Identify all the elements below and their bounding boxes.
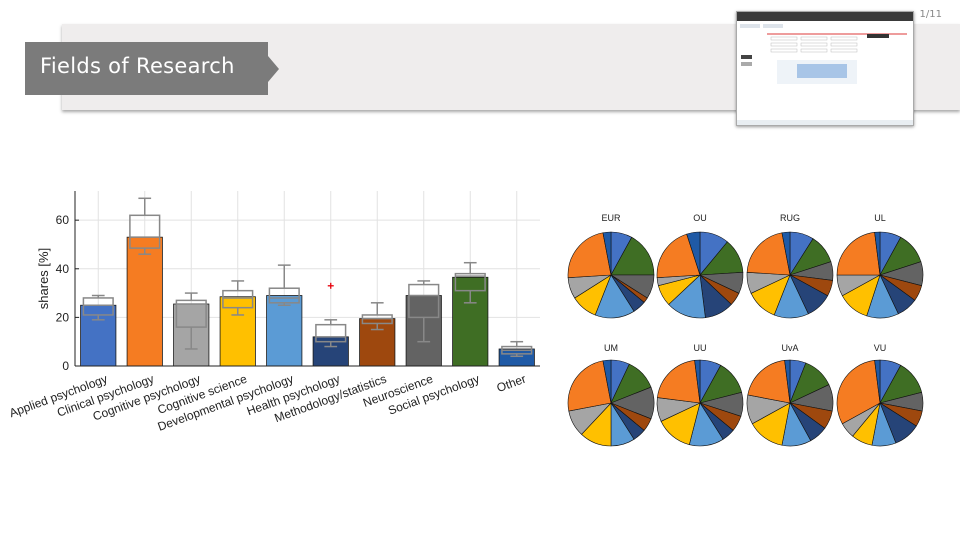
- boxplot: [408, 280, 440, 343]
- pie-title: UU: [694, 343, 707, 353]
- boxplot: [82, 294, 114, 321]
- pie-slice: [602, 359, 612, 404]
- pie-slice: [686, 231, 701, 276]
- y-tick-label: 0: [62, 359, 69, 373]
- pie-slice: [747, 360, 791, 404]
- pie-uu: UU: [656, 343, 744, 447]
- pie-vu: VU: [836, 343, 924, 447]
- box: [222, 289, 254, 309]
- box: [129, 214, 161, 249]
- bar: [126, 236, 163, 367]
- thumbnail-content: [737, 24, 913, 125]
- y-tick-label: 40: [56, 262, 70, 276]
- pie-slice: [610, 236, 655, 276]
- pie-title: RUG: [780, 213, 800, 223]
- pie-ou: OU: [656, 213, 744, 319]
- y-axis-label: shares [%]: [36, 248, 51, 309]
- pie-slice: [874, 359, 881, 404]
- pie-title: VU: [874, 343, 887, 353]
- pie-slice: [746, 232, 791, 276]
- pie-slice: [784, 359, 791, 404]
- pie-slice: [567, 360, 612, 412]
- boxplot: [175, 292, 207, 350]
- box: [82, 297, 114, 316]
- pie-title: OU: [693, 213, 707, 223]
- pie-slice: [694, 359, 701, 404]
- pie-slice: [781, 231, 791, 276]
- title-tab: [25, 42, 268, 95]
- y-tick-label: 20: [56, 310, 70, 324]
- boxplot: [222, 280, 254, 316]
- box: [268, 287, 300, 304]
- pie-rug: RUG: [746, 213, 834, 319]
- boxplot: [129, 197, 161, 255]
- pie-eur: EUR: [567, 213, 655, 319]
- pie-title: EUR: [601, 213, 621, 223]
- y-tick-label: 60: [56, 213, 70, 227]
- box: [408, 283, 440, 319]
- page-number: 1/11: [919, 9, 942, 20]
- pie-slice: [836, 360, 881, 425]
- pie-uva: UvA: [746, 343, 834, 447]
- boxplot: [361, 302, 393, 331]
- box: [175, 299, 207, 328]
- pie-title: UvA: [781, 343, 798, 353]
- title-tab-arrow: [268, 56, 279, 82]
- pie-slice: [874, 231, 881, 276]
- boxplot: [501, 340, 533, 358]
- box: [315, 323, 347, 343]
- pie-slice: [602, 231, 612, 276]
- bar: [266, 295, 303, 367]
- boxplot: [268, 264, 300, 306]
- pie-slice: [836, 232, 881, 276]
- pie-title: UM: [604, 343, 618, 353]
- box: [454, 272, 486, 292]
- boxplot: [454, 261, 486, 304]
- pie-slice: [656, 233, 701, 279]
- thumbnail-titlebar: [737, 12, 913, 21]
- outlier-marker: [327, 282, 334, 289]
- screenshot-thumbnail: [736, 11, 914, 126]
- pie-ul: UL: [836, 213, 924, 319]
- pie-um: UM: [567, 343, 655, 447]
- pie-slice: [657, 360, 701, 404]
- pie-slice: [567, 232, 612, 279]
- boxplot: [315, 319, 347, 348]
- pie-title: UL: [874, 213, 886, 223]
- slide-title: Fields of Research: [40, 54, 235, 78]
